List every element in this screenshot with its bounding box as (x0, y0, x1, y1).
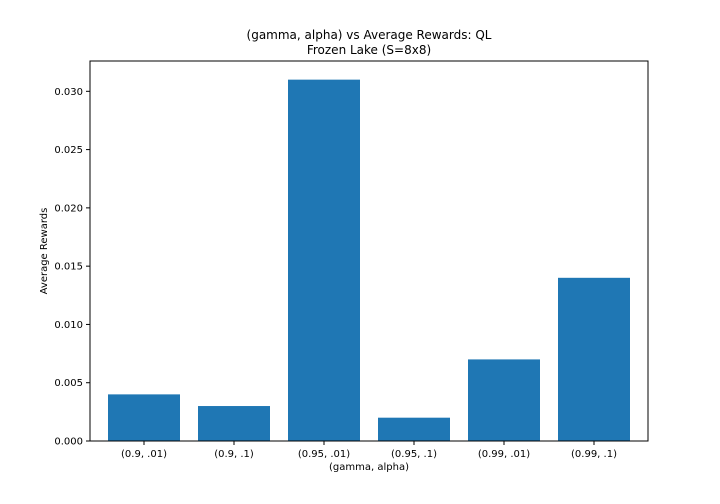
x-tick-label: (0.9, .1) (214, 449, 254, 460)
y-tick-label: 0.020 (54, 203, 83, 214)
chart-title: (gamma, alpha) vs Average Rewards: QL (247, 28, 492, 42)
plot-area-frame (89, 60, 649, 442)
y-tick-label: 0.015 (54, 262, 83, 273)
x-tick-label: (0.99, .01) (478, 449, 530, 460)
y-tick-label: 0.005 (54, 378, 83, 389)
x-axis-label: (gamma, alpha) (329, 462, 409, 473)
bars-group (108, 79, 630, 442)
bar-3 (378, 417, 450, 441)
chart-subtitle: Frozen Lake (S=8x8) (307, 43, 431, 57)
bar-2 (288, 79, 360, 442)
y-axis-ticks: 0.000 0.005 0.010 0.015 0.020 0.025 0.030 (54, 87, 90, 448)
x-tick-label: (0.99, .1) (571, 449, 617, 460)
x-tick-label: (0.95, .01) (298, 449, 350, 460)
x-tick-label: (0.9, .01) (121, 449, 167, 460)
bar-4 (468, 359, 540, 441)
y-tick-label: 0.030 (54, 87, 83, 98)
bar-1 (198, 406, 270, 441)
y-tick-label: 0.010 (54, 320, 83, 331)
x-axis-ticks: (0.9, .01) (0.9, .1) (0.95, .01) (0.95, .1)… (121, 441, 617, 460)
y-axis-label: Average Rewards (39, 208, 50, 295)
y-tick-label: 0.025 (54, 145, 83, 156)
y-tick-label: 0.000 (54, 437, 83, 448)
bar-5 (558, 277, 630, 441)
x-tick-label: (0.95, .1) (391, 449, 437, 460)
bar-0 (108, 394, 180, 441)
